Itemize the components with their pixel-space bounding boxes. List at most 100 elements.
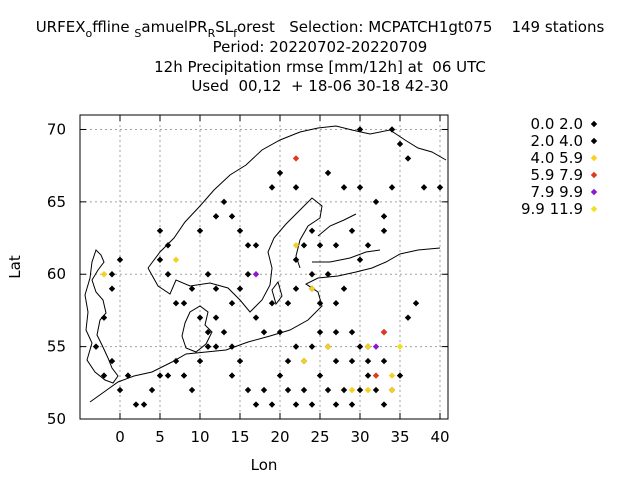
data-point — [356, 343, 364, 350]
y-tick-label: 70 — [47, 120, 66, 138]
data-point — [292, 401, 300, 408]
data-point — [348, 401, 356, 408]
legend-marker — [590, 188, 598, 196]
data-point — [108, 271, 116, 278]
data-point — [436, 184, 444, 191]
data-point — [372, 343, 380, 350]
legend-label: 0.0 2.0 — [531, 115, 583, 133]
data-point — [324, 169, 332, 177]
data-point — [164, 372, 172, 379]
coastline-denmark — [181, 305, 213, 353]
coastline-norway-sweden — [147, 125, 447, 313]
data-point — [364, 386, 372, 394]
data-point — [292, 343, 300, 350]
data-point — [284, 299, 292, 307]
x-axis-label: Lon — [251, 456, 278, 474]
data-point — [180, 372, 188, 379]
data-point — [212, 314, 220, 321]
data-point — [364, 357, 372, 365]
chart-title-line-2: Period: 20220702-20220709 — [212, 38, 428, 56]
data-point — [204, 328, 212, 336]
data-point — [356, 256, 364, 263]
data-point — [236, 285, 244, 292]
data-point — [268, 184, 276, 191]
data-point — [172, 299, 180, 307]
coastline-layer — [84, 125, 447, 403]
data-point — [116, 256, 124, 263]
data-point — [396, 343, 404, 350]
data-point — [276, 328, 284, 336]
legend-marker — [590, 154, 598, 162]
data-point — [252, 271, 260, 278]
data-point — [244, 386, 252, 394]
legend-marker — [590, 120, 598, 128]
data-point — [404, 155, 412, 162]
data-point — [124, 372, 132, 379]
data-point — [244, 242, 252, 249]
data-points-layer — [92, 126, 444, 408]
data-point — [212, 343, 220, 350]
y-tick-label: 55 — [47, 338, 66, 356]
data-point — [220, 198, 228, 206]
coastline-britain — [84, 249, 119, 384]
data-point — [252, 242, 260, 249]
data-point — [196, 357, 204, 365]
data-point — [284, 386, 292, 394]
data-point — [420, 184, 428, 191]
data-point — [204, 343, 212, 350]
y-axis-label: Lat — [6, 255, 24, 279]
data-point — [300, 242, 308, 249]
data-point — [348, 328, 356, 336]
coastline-gotland — [271, 280, 283, 306]
chart-title-line-1: URFEXoffline SamuelPRRSLforest Selection… — [35, 18, 605, 40]
data-point — [164, 271, 172, 278]
data-point — [356, 386, 364, 394]
data-point — [388, 372, 396, 379]
data-point — [324, 271, 332, 278]
data-point — [268, 401, 276, 408]
data-point — [340, 386, 348, 394]
data-point — [332, 328, 340, 336]
data-point — [164, 242, 172, 249]
data-point — [324, 386, 332, 394]
x-tick-label: 25 — [310, 428, 329, 446]
x-tick-label: 30 — [350, 428, 369, 446]
data-point — [108, 285, 116, 292]
data-point — [148, 386, 156, 394]
x-tick-label: 20 — [270, 428, 289, 446]
data-point — [412, 299, 420, 307]
legend-marker — [590, 171, 598, 179]
data-point — [236, 227, 244, 235]
x-tick-label: 0 — [115, 428, 125, 446]
data-point — [92, 343, 100, 350]
x-tick-label: 15 — [230, 428, 249, 446]
legend-marker — [590, 205, 598, 213]
chart-title-line-3: 12h Precipitation rmse [mm/12h] at 06 UT… — [154, 58, 486, 76]
legend-label: 5.9 7.9 — [531, 166, 583, 184]
data-point — [156, 372, 164, 379]
legend-label: 2.0 4.0 — [531, 132, 583, 150]
y-tick-label: 65 — [47, 193, 66, 211]
legend-label: 9.9 11.9 — [521, 200, 583, 218]
data-point — [276, 372, 284, 379]
data-point — [228, 299, 236, 307]
data-point — [260, 328, 268, 336]
data-point — [388, 126, 396, 133]
data-point — [340, 184, 348, 191]
data-point — [316, 372, 324, 379]
data-point — [180, 299, 188, 307]
data-point — [292, 256, 300, 263]
data-point — [364, 242, 372, 249]
data-point — [172, 357, 180, 365]
data-point — [356, 184, 364, 191]
data-point — [172, 256, 180, 263]
data-point — [188, 285, 196, 292]
data-point — [284, 357, 292, 365]
data-point — [372, 198, 380, 206]
data-point — [228, 343, 236, 350]
data-point — [396, 140, 404, 148]
data-point — [380, 328, 388, 336]
data-point — [220, 328, 228, 336]
data-point — [380, 213, 388, 220]
coastline-mainland — [89, 247, 441, 403]
